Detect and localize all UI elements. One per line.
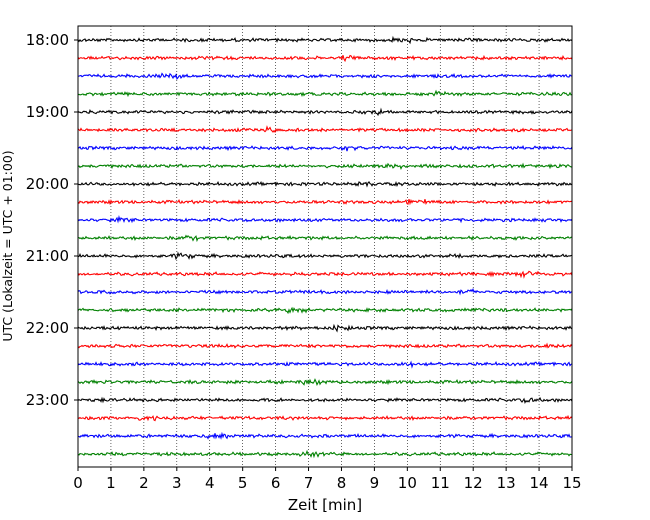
x-axis-label: Zeit [min]: [288, 496, 362, 514]
trace-1900: [77, 107, 573, 117]
y-axis-label: UTC (Lokalzeit = UTC + 01:00): [0, 150, 15, 341]
trace-series-group: [77, 35, 573, 459]
trace-2345: [77, 449, 573, 459]
x-tick-label-15: 15: [562, 474, 581, 492]
trace-2115: [77, 270, 573, 279]
x-tick-label-13: 13: [497, 474, 516, 492]
y-tick-label-1800: 18:00: [26, 31, 69, 49]
trace-1830: [77, 72, 573, 80]
x-tick-label-8: 8: [337, 474, 347, 492]
y-tick-label-1900: 19:00: [26, 103, 69, 121]
trace-2130: [77, 287, 573, 296]
x-tick-label-11: 11: [431, 474, 450, 492]
y-tick-label-2100: 21:00: [26, 247, 69, 265]
x-tick-label-14: 14: [530, 474, 549, 492]
trace-2000: [77, 180, 573, 188]
trace-2200: [77, 323, 573, 333]
trace-2145: [77, 306, 573, 315]
plot-frame: [77, 25, 573, 468]
trace-1915: [77, 125, 573, 134]
trace-2015: [77, 198, 573, 206]
trace-2100: [77, 251, 573, 261]
x-tick-label-7: 7: [304, 474, 314, 492]
trace-2230: [77, 360, 573, 369]
trace-1930: [77, 144, 573, 152]
trace-1845: [77, 89, 573, 98]
x-tick-label-12: 12: [464, 474, 483, 492]
trace-2300: [77, 396, 573, 405]
axes: 0 1 2 3 4 5 6 7 8 9 10 11 12 13 14 1518:0019:0020:0021:…: [26, 31, 582, 492]
x-tick-label-0: 0: [73, 474, 83, 492]
trace-1945: [77, 162, 573, 170]
trace-1800: [77, 35, 573, 45]
y-tick-label-2000: 20:00: [26, 175, 69, 193]
x-tick-label-10: 10: [398, 474, 417, 492]
x-tick-label-2: 2: [139, 474, 149, 492]
x-tick-label-9: 9: [370, 474, 380, 492]
trace-2245: [77, 378, 573, 387]
trace-2330: [77, 431, 573, 440]
trace-2030: [77, 215, 573, 224]
y-tick-label-2300: 23:00: [26, 391, 69, 409]
x-tick-label-6: 6: [271, 474, 281, 492]
trace-2045: [77, 234, 573, 243]
vertical-grid: [110, 26, 540, 467]
y-tick-label-2200: 22:00: [26, 319, 69, 337]
x-tick-label-1: 1: [106, 474, 116, 492]
trace-2215: [77, 342, 573, 349]
x-tick-label-5: 5: [238, 474, 248, 492]
x-tick-label-3: 3: [172, 474, 182, 492]
trace-2315: [77, 414, 573, 422]
trace-1815: [77, 54, 573, 63]
x-tick-label-4: 4: [205, 474, 215, 492]
